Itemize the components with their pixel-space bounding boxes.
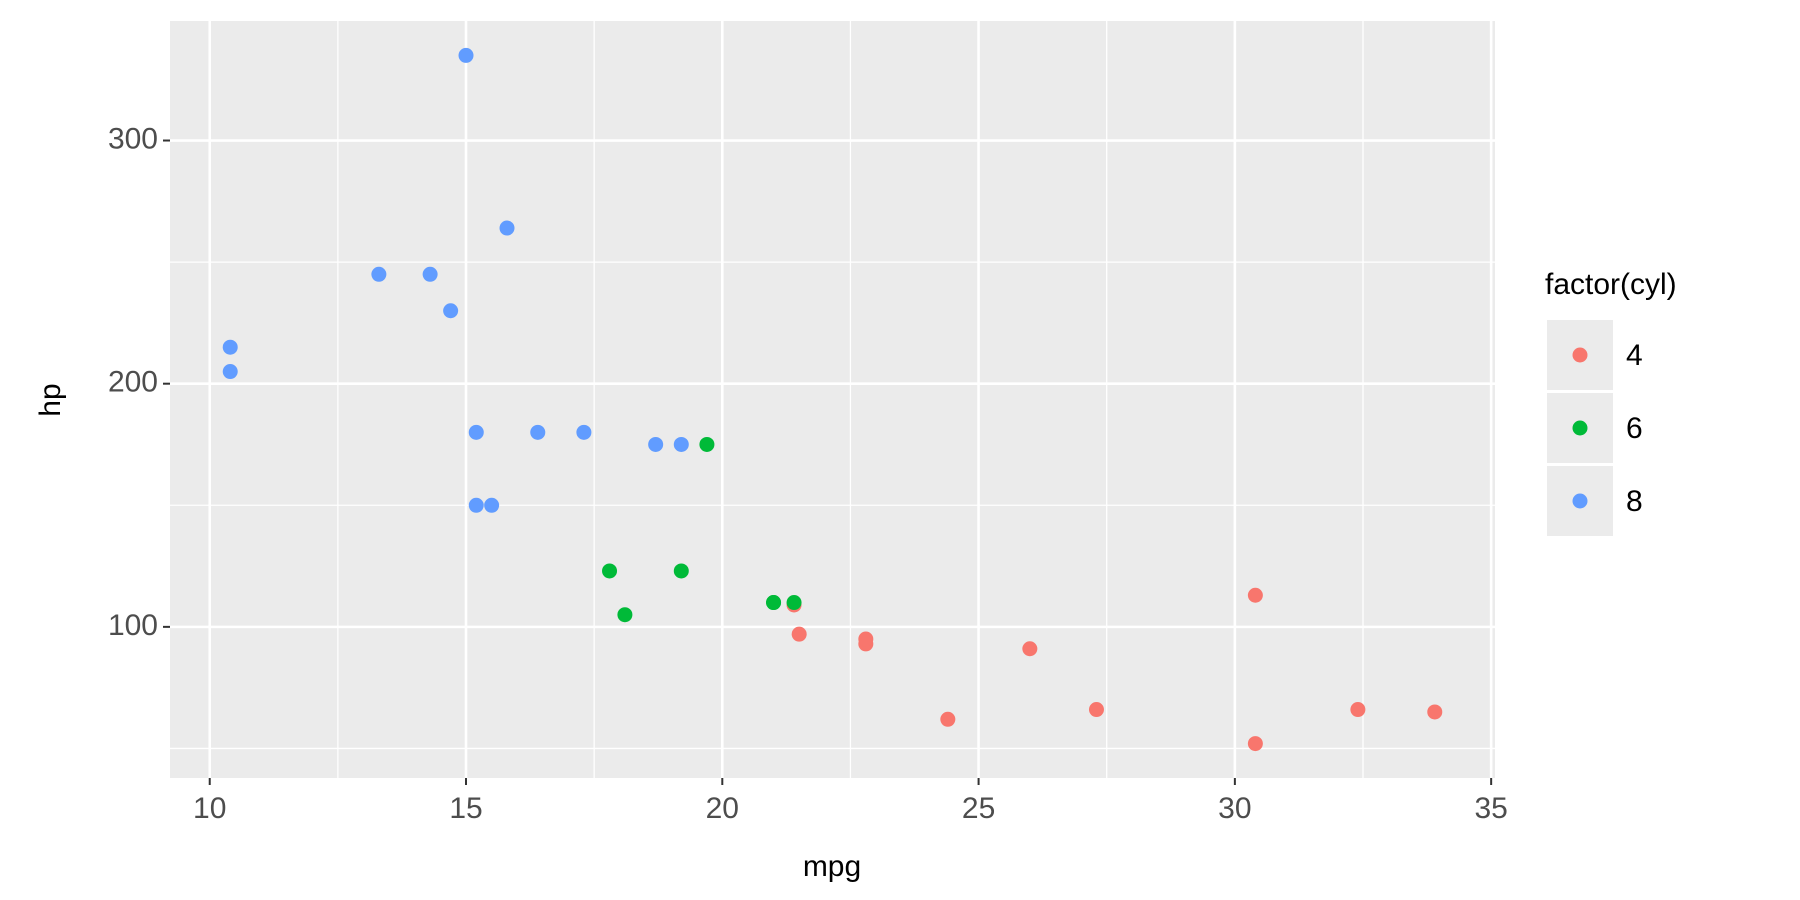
point (786, 595, 802, 611)
x-axis-title: mpg (803, 850, 861, 883)
point (673, 436, 689, 452)
x-tick-label: 20 (706, 792, 739, 825)
point (1088, 702, 1104, 718)
x-tick-label: 15 (449, 792, 482, 825)
legend-label: 4 (1626, 339, 1643, 372)
point (858, 631, 874, 647)
point (458, 47, 474, 63)
legend-marker (1572, 493, 1588, 509)
point (1247, 587, 1263, 603)
point (576, 424, 592, 440)
point (617, 607, 633, 623)
legend-marker (1572, 420, 1588, 436)
x-tick-label: 25 (962, 792, 995, 825)
point (422, 266, 438, 282)
y-tick-label: 300 (108, 122, 158, 155)
x-tick-label: 35 (1474, 792, 1507, 825)
point (468, 497, 484, 513)
point (499, 220, 515, 236)
x-tick-label: 10 (193, 792, 226, 825)
point (766, 595, 782, 611)
point (699, 436, 715, 452)
point (222, 364, 238, 380)
point (1350, 702, 1366, 718)
y-tick-label: 100 (108, 609, 158, 642)
point (1022, 641, 1038, 657)
point (468, 424, 484, 440)
legend-title: factor(cyl) (1545, 268, 1677, 301)
point (530, 424, 546, 440)
point (940, 711, 956, 727)
point (222, 339, 238, 355)
point (1427, 704, 1443, 720)
legend-label: 8 (1626, 485, 1643, 518)
point (484, 497, 500, 513)
point (1247, 736, 1263, 752)
y-tick-label: 200 (108, 366, 158, 399)
point (673, 563, 689, 579)
point (443, 303, 459, 319)
point (648, 436, 664, 452)
x-tick-label: 30 (1218, 792, 1251, 825)
point (602, 563, 618, 579)
point (791, 626, 807, 642)
legend-marker (1572, 347, 1588, 363)
plot-panel (170, 21, 1495, 778)
y-axis-title: hp (34, 383, 67, 416)
legend-label: 6 (1626, 412, 1643, 445)
point (371, 266, 387, 282)
